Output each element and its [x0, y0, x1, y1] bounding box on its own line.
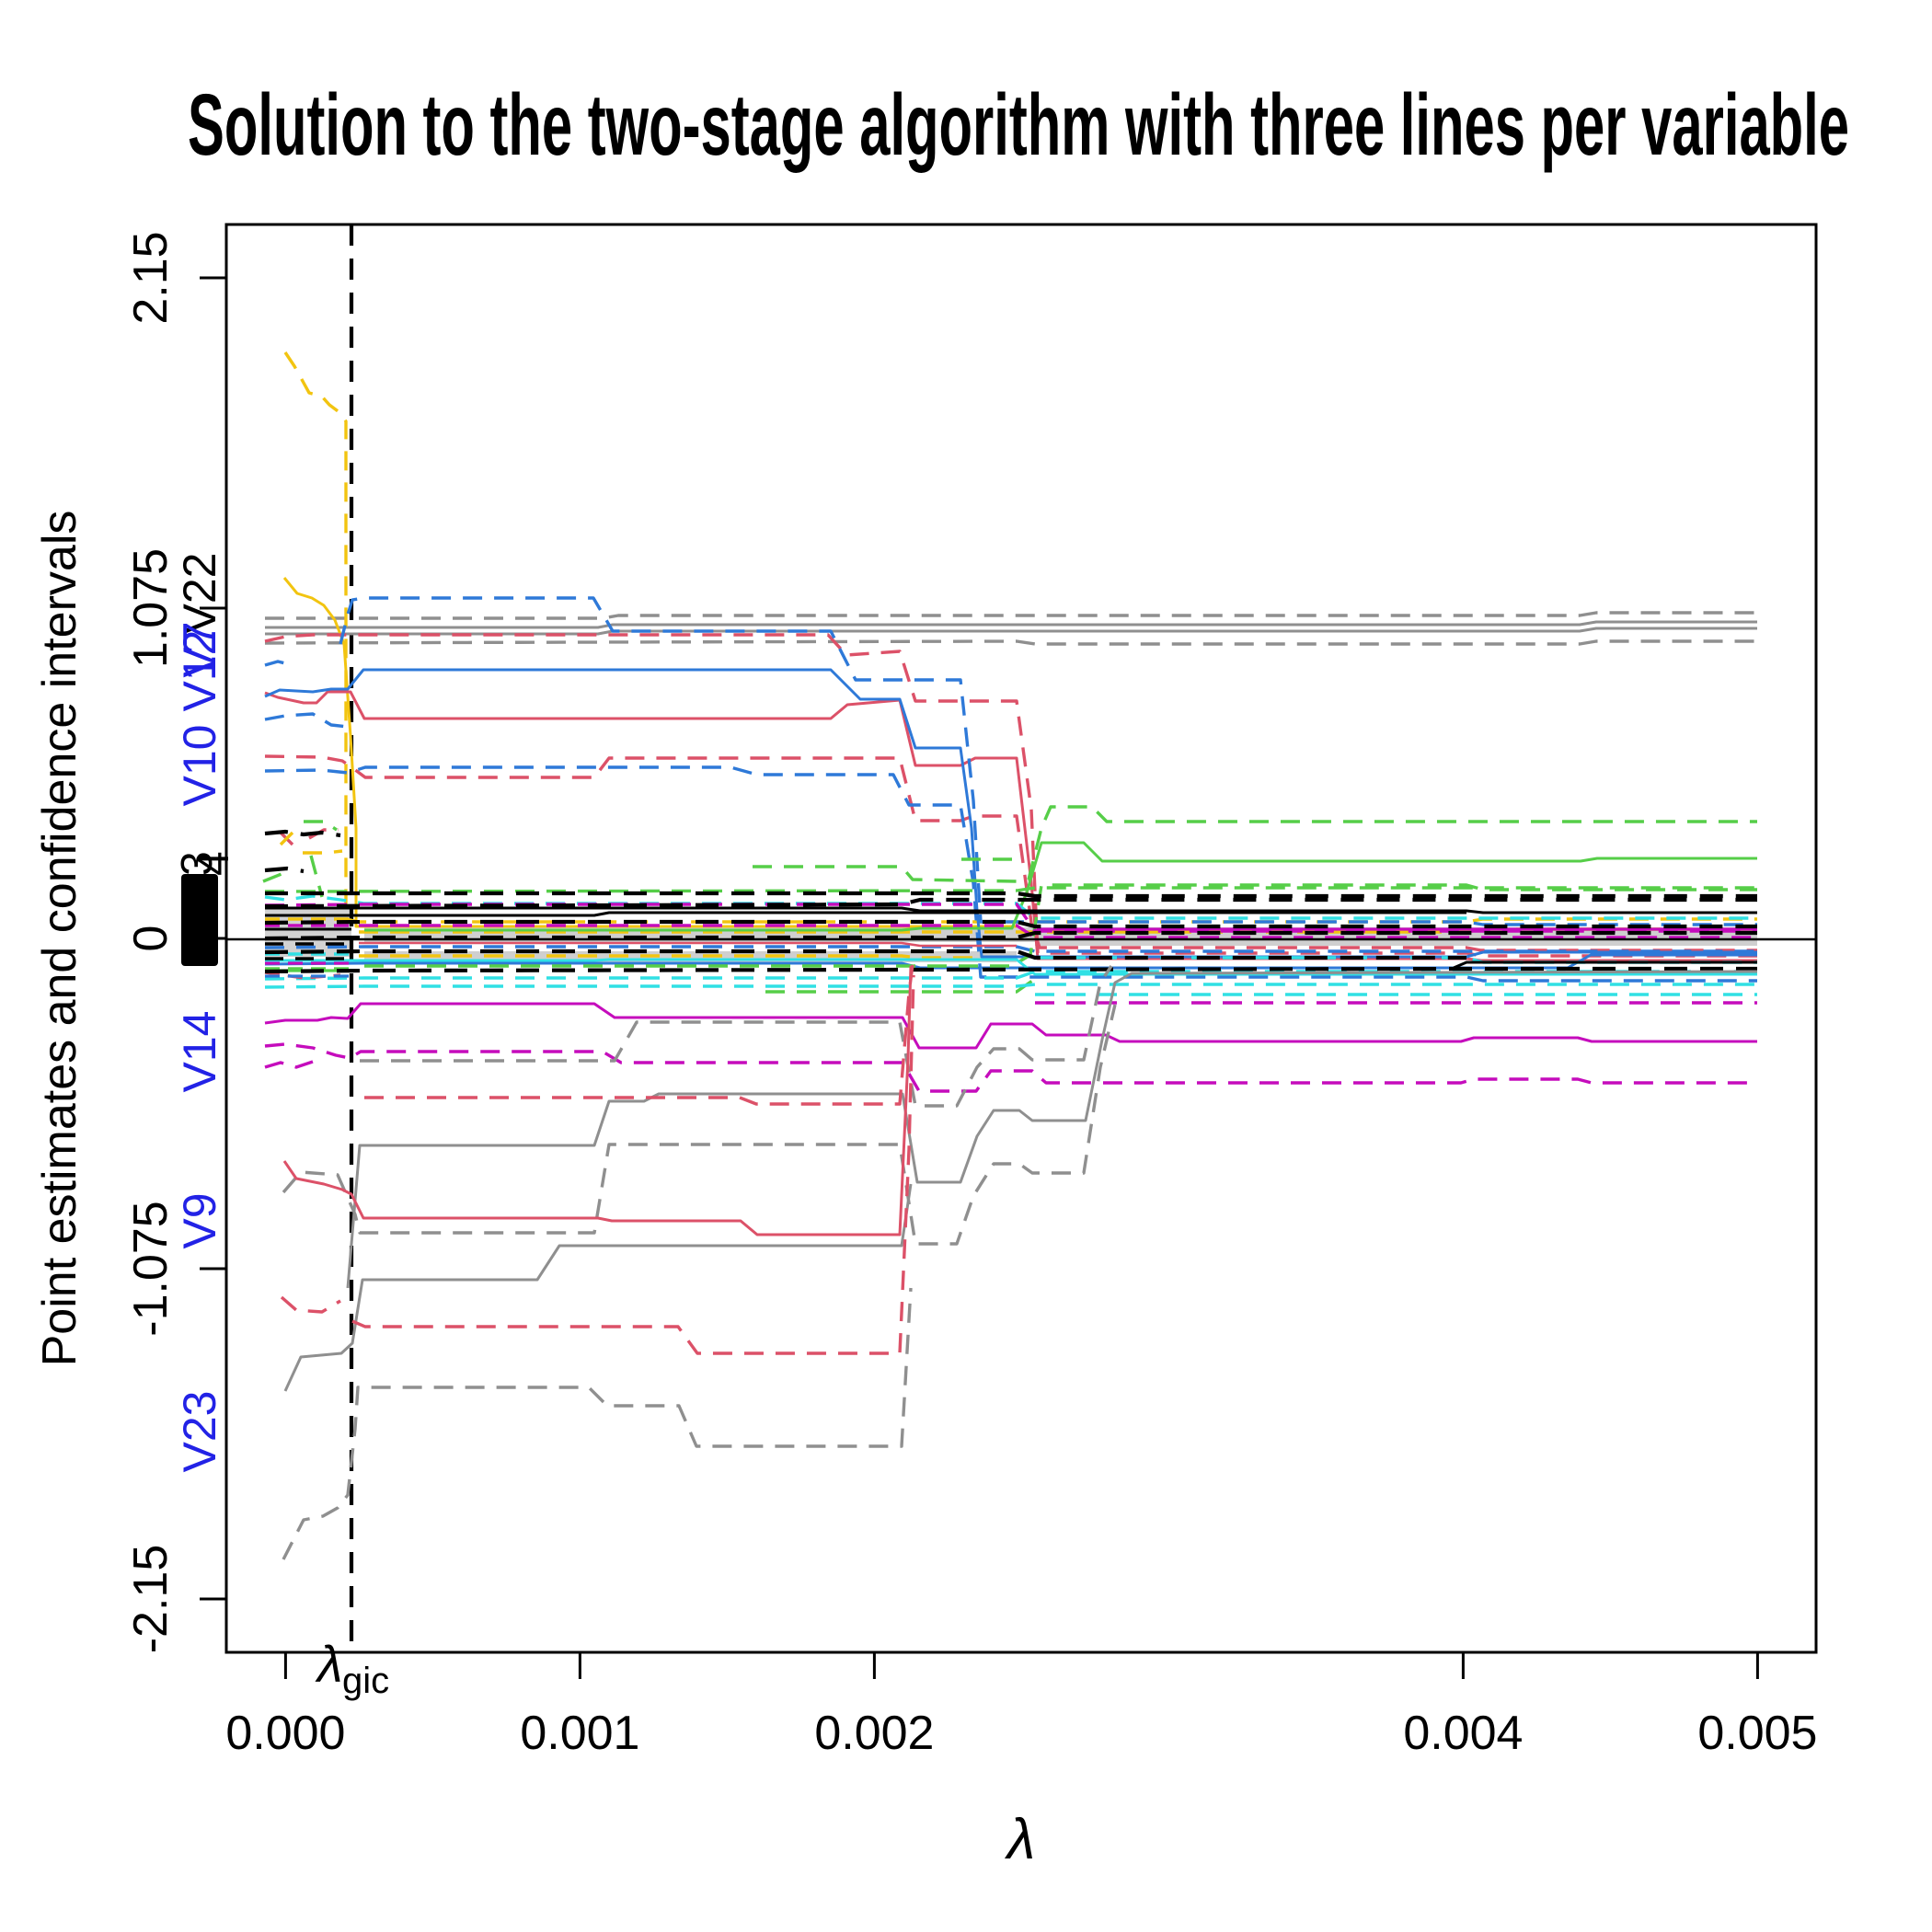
svg-text:0.000: 0.000 [225, 1707, 345, 1760]
svg-text:gic: gic [342, 1661, 389, 1701]
svg-text:0.002: 0.002 [814, 1707, 934, 1760]
svg-text:V7: V7 [174, 621, 225, 677]
svg-text:2.15: 2.15 [124, 231, 178, 324]
svg-text:4: 4 [190, 851, 238, 876]
svg-text:λ: λ [1005, 1808, 1036, 1871]
svg-text:V9: V9 [174, 1192, 225, 1248]
svg-text:Point estimates and confidence: Point estimates and confidence intervals [33, 511, 86, 1367]
svg-text:V12: V12 [174, 630, 225, 712]
svg-text:0.001: 0.001 [520, 1707, 639, 1760]
svg-text:-2.15: -2.15 [124, 1545, 178, 1654]
svg-text:3: 3 [173, 851, 222, 876]
svg-text:V10: V10 [174, 725, 225, 807]
svg-text:0.005: 0.005 [1697, 1707, 1817, 1760]
svg-text:λ: λ [315, 1635, 343, 1693]
svg-text:V23: V23 [174, 1391, 225, 1473]
svg-text:Solution to the two-stage algo: Solution to the two-stage algorithm with… [188, 76, 1849, 174]
svg-text:1.075: 1.075 [124, 548, 178, 668]
svg-text:0.004: 0.004 [1403, 1707, 1523, 1760]
svg-text:-1.075: -1.075 [124, 1201, 178, 1336]
svg-text:V22: V22 [174, 553, 225, 635]
svg-text:V14: V14 [174, 1011, 225, 1093]
svg-text:0: 0 [124, 926, 178, 952]
